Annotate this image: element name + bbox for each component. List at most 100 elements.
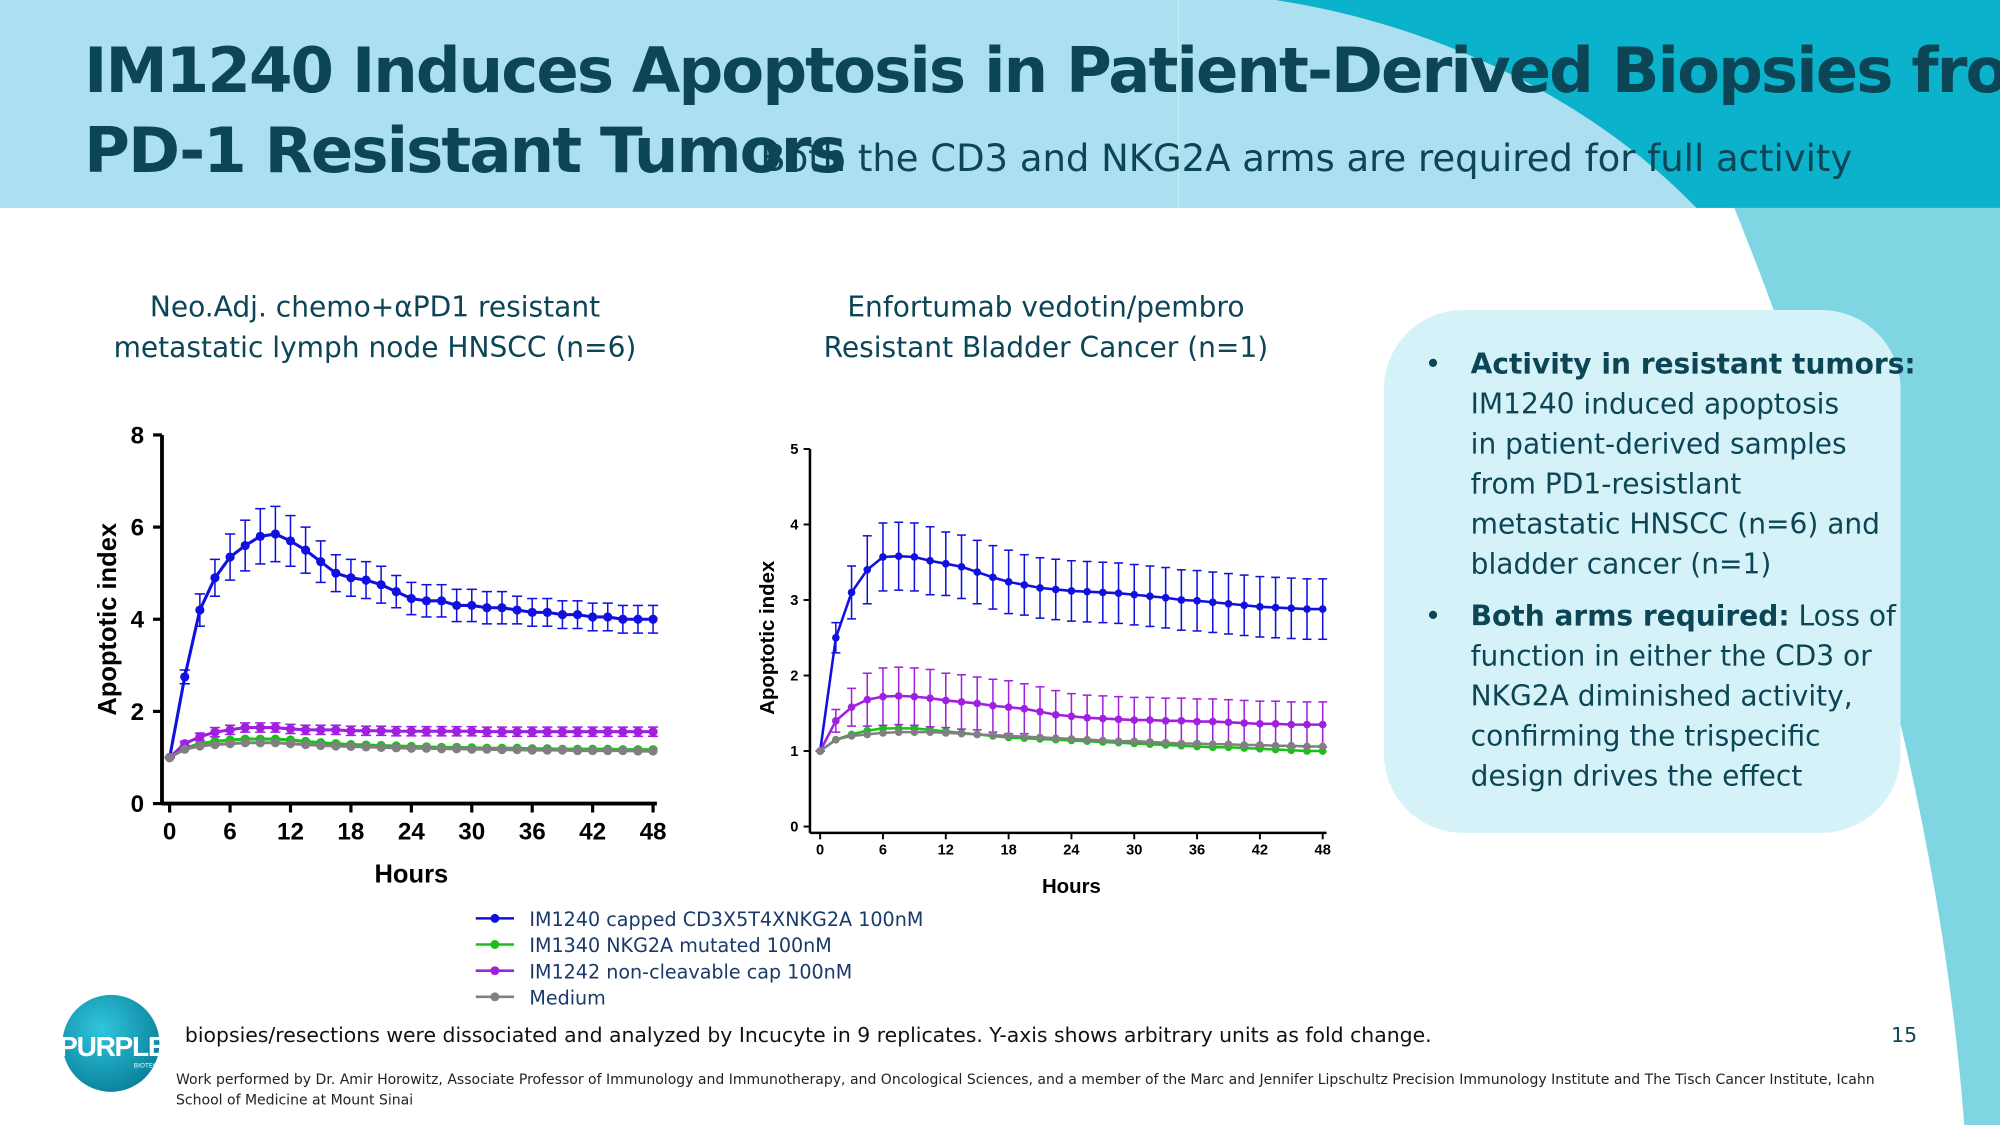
- data-point: [941, 696, 950, 705]
- data-point: [210, 727, 220, 737]
- data-point: [270, 722, 280, 733]
- bullet-line: NKG2A diminished activity,: [1471, 679, 1853, 712]
- data-point: [240, 738, 250, 748]
- data-point: [557, 745, 568, 755]
- logo-sub: BIOTECH: [134, 1062, 163, 1070]
- data-point: [421, 726, 432, 736]
- bullet-line: in patient-derived samples: [1471, 428, 1847, 461]
- data-point: [603, 727, 613, 737]
- x-tick-label: 42: [1252, 843, 1268, 859]
- x-tick-label: 42: [579, 818, 606, 845]
- bullet-dot: •: [1425, 600, 1442, 633]
- data-point: [1099, 736, 1107, 745]
- data-point: [421, 743, 432, 753]
- data-point: [376, 580, 386, 590]
- data-point: [648, 727, 658, 737]
- y-tick-label: 4: [131, 607, 145, 634]
- data-point: [1193, 596, 1201, 605]
- data-point: [1146, 592, 1154, 601]
- data-point: [467, 726, 477, 736]
- data-point: [1114, 715, 1123, 724]
- legend-marker: [490, 966, 500, 976]
- data-point: [603, 612, 613, 622]
- data-point: [1051, 710, 1060, 719]
- data-point: [255, 531, 265, 541]
- data-point: [452, 726, 462, 736]
- data-point: [346, 741, 356, 752]
- data-point: [572, 610, 583, 620]
- data-point: [285, 536, 296, 546]
- data-point: [361, 575, 371, 585]
- x-tick-label: 18: [1000, 843, 1016, 859]
- data-point: [1161, 593, 1170, 602]
- data-point: [973, 730, 982, 739]
- data-point: [346, 573, 356, 583]
- data-point: [832, 735, 840, 744]
- data-point: [910, 728, 919, 736]
- bullet-heading: Activity in resistant tumors:: [1471, 348, 1916, 381]
- data-point: [195, 741, 205, 751]
- bullet-box: [1383, 309, 1901, 833]
- data-point: [1020, 732, 1029, 741]
- data-point: [1224, 740, 1233, 749]
- bullet-line: bladder cancer (n=1): [1471, 547, 1772, 580]
- data-point: [863, 695, 872, 704]
- data-point: [1099, 714, 1107, 723]
- series-line: [168, 532, 654, 758]
- x-axis-label: Hours: [375, 861, 449, 889]
- x-tick-label: 48: [1315, 843, 1331, 859]
- data-point: [436, 744, 447, 754]
- data-point: [240, 722, 250, 733]
- data-point: [1303, 605, 1311, 613]
- data-point: [512, 745, 522, 755]
- credit: School of Medicine at Mount Sinai: [176, 1093, 413, 1109]
- data-point: [1256, 741, 1264, 749]
- data-point: [1051, 734, 1060, 743]
- data-point: [1114, 737, 1123, 746]
- data-point: [1036, 584, 1044, 592]
- data-point: [180, 672, 190, 682]
- data-point: [542, 607, 552, 617]
- chart: Enfortumab vedotin/pembro Resistant Bladd…: [757, 290, 1331, 898]
- y-tick-label: 0: [131, 791, 144, 818]
- data-point: [255, 738, 265, 748]
- bullet-line: metastatic HNSCC (n=6) and: [1471, 507, 1880, 540]
- decor-curve: [1645, 0, 2000, 1125]
- data-point: [165, 752, 175, 763]
- data-point: [301, 740, 311, 750]
- title-line: PD-1 Resistant Tumors: [84, 114, 845, 187]
- data-point: [618, 745, 628, 756]
- y-tick-label: 0: [790, 820, 798, 836]
- data-point: [331, 725, 341, 735]
- chart-title: metastatic lymph node HNSCC (n=6): [114, 331, 637, 364]
- data-point: [452, 600, 462, 611]
- data-point: [648, 614, 658, 624]
- data-point: [1161, 738, 1170, 747]
- data-point: [618, 614, 628, 624]
- data-point: [1224, 599, 1233, 608]
- data-point: [863, 565, 872, 574]
- data-point: [482, 603, 492, 613]
- data-point: [1177, 739, 1186, 748]
- x-tick-label: 48: [640, 818, 667, 845]
- data-point: [1083, 735, 1091, 744]
- data-point: [195, 732, 205, 742]
- data-point: [1036, 707, 1044, 716]
- bullet-line: from PD1-resistlant: [1471, 467, 1742, 500]
- data-point: [331, 568, 341, 578]
- data-point: [1067, 587, 1076, 595]
- data-point: [1256, 602, 1264, 611]
- y-axis-label: Apoptotic index: [94, 523, 122, 716]
- data-point: [225, 725, 235, 735]
- data-point: [316, 557, 326, 567]
- data-point: [1256, 720, 1264, 728]
- data-point: [542, 745, 552, 755]
- data-point: [316, 725, 326, 735]
- data-point: [497, 727, 507, 737]
- data-point: [1318, 605, 1327, 613]
- bullet-line: confirming the trispecific: [1471, 719, 1821, 752]
- data-point: [648, 746, 658, 756]
- data-point: [557, 610, 568, 620]
- legend: IM1240 capped CD3X5T4XNKG2A 100nM IM1340 …: [475, 908, 923, 1009]
- data-point: [1224, 718, 1233, 727]
